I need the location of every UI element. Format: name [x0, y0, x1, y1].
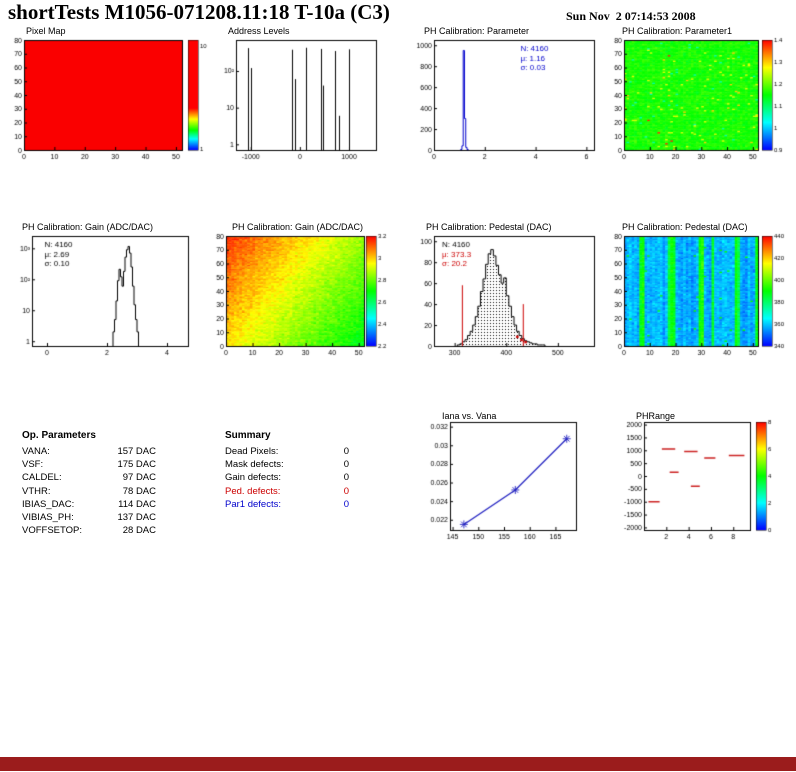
chart-title-gain-map: PH Calibration: Gain (ADC/DAC) — [232, 222, 364, 232]
summary-row: Ped. defects: 0 — [225, 485, 349, 498]
summary-title: Summary — [225, 430, 271, 441]
summary-row: Dead Pixels: 0 — [225, 445, 349, 458]
summary-label: Gain defects: — [225, 472, 281, 484]
chart-title-pixel-map: Pixel Map — [26, 26, 66, 36]
pixel-map-chart — [4, 36, 210, 164]
ph-parameter1-map-chart — [604, 36, 796, 164]
ph-parameter-chart — [408, 36, 608, 164]
param-value: 114 DAC — [118, 498, 156, 510]
summary-row: Par1 defects: 0 — [225, 498, 349, 511]
op-parameter-row: VIBIAS_PH: 137 DAC — [22, 511, 156, 524]
param-value: 175 DAC — [117, 459, 156, 471]
op-parameters-title: Op. Parameters — [22, 430, 96, 441]
ph-range-chart — [610, 410, 796, 544]
param-label: VOFFSETOP: — [22, 525, 83, 537]
summary-label: Ped. defects: — [225, 485, 281, 497]
summary-value: 0 — [343, 459, 349, 471]
param-value: 28 DAC — [122, 525, 156, 537]
chart-title-pedestal-1d: PH Calibration: Pedestal (DAC) — [426, 222, 552, 232]
page-title: shortTests M1056-071208.11:18 T-10a (C3) — [8, 0, 390, 24]
chart-title-gain-1d: PH Calibration: Gain (ADC/DAC) — [22, 222, 154, 232]
summary-label: Mask defects: — [225, 459, 284, 471]
param-value: 157 DAC — [117, 446, 156, 457]
chart-title-address-levels: Address Levels — [228, 26, 290, 36]
summary-value: 0 — [343, 472, 349, 484]
summary-label: Par1 defects: — [225, 498, 281, 510]
op-parameter-row: VTHR: 78 DAC — [22, 485, 156, 498]
op-parameter-row: VANA: 157 DAC — [22, 445, 156, 458]
param-label: VSF: — [22, 459, 44, 471]
op-parameter-row: VOFFSETOP: 28 DAC — [22, 524, 156, 537]
chart-title-pedestal-map: PH Calibration: Pedestal (DAC) — [622, 222, 748, 232]
summary-panel: Summary Dead Pixels: 0 Mask defects: 0 Gai… — [225, 430, 349, 511]
iana-vana-chart — [418, 410, 604, 544]
chart-title-ph-parameter: PH Calibration: Parameter — [424, 26, 530, 36]
param-label: VIBIAS_PH: — [22, 512, 74, 524]
param-label: CALDEL: — [22, 472, 62, 484]
param-value: 137 DAC — [117, 512, 156, 524]
summary-row: Gain defects: 0 — [225, 471, 349, 484]
summary-row: Mask defects: 0 — [225, 458, 349, 471]
op-parameter-row: IBIAS_DAC: 114 DAC — [22, 498, 156, 511]
status-bar — [0, 757, 796, 771]
param-label: VANA: — [22, 446, 50, 457]
summary-value: 0 — [343, 498, 349, 510]
timestamp: Sun Nov 2 07:14:53 2008 — [566, 9, 696, 23]
param-value: 97 DAC — [122, 472, 156, 484]
gain-histogram-chart — [4, 232, 210, 360]
summary-value: 0 — [343, 485, 349, 497]
param-label: IBIAS_DAC: — [22, 498, 75, 510]
chart-title-ph-parameter1-map: PH Calibration: Parameter1 — [622, 26, 733, 36]
summary-label: Dead Pixels: — [225, 446, 279, 457]
op-parameter-row: CALDEL: 97 DAC — [22, 471, 156, 484]
pedestal-map-chart — [604, 232, 796, 360]
pedestal-histogram-chart — [408, 232, 608, 360]
summary-value: 0 — [343, 446, 349, 457]
op-parameter-row: VSF: 175 DAC — [22, 458, 156, 471]
param-label: VTHR: — [22, 485, 51, 497]
op-parameters-panel: Op. Parameters VANA: 157 DAC VSF: 175 DAC … — [22, 430, 156, 537]
gain-map-chart — [210, 232, 406, 360]
param-value: 78 DAC — [122, 485, 156, 497]
address-levels-chart — [210, 36, 406, 164]
